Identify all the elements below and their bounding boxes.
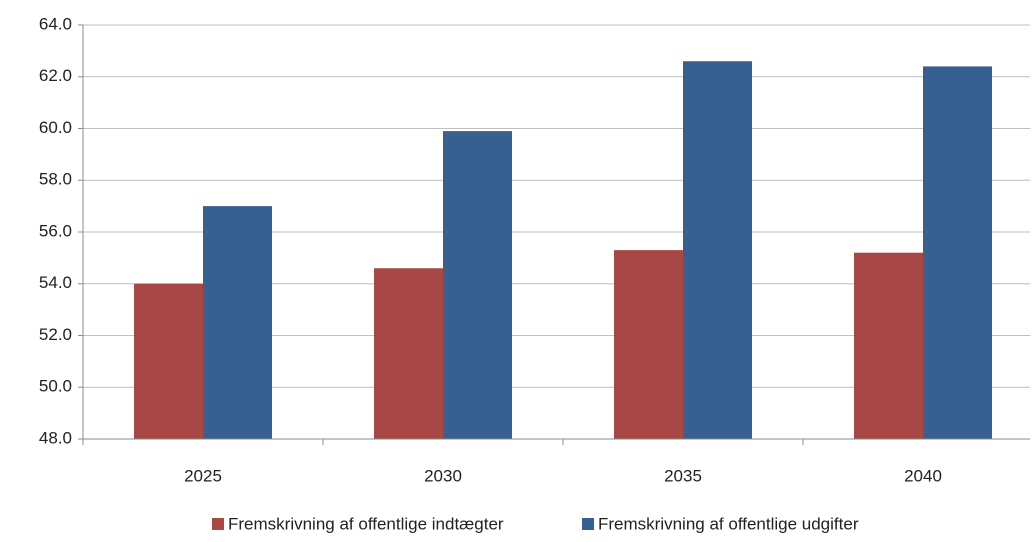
legend-label: Fremskrivning af offentlige udgifter	[598, 514, 859, 533]
bar	[683, 61, 752, 439]
y-tick-label: 62.0	[39, 66, 72, 85]
bar	[854, 252, 923, 439]
x-tick-label: 2030	[424, 466, 462, 485]
bar	[203, 206, 272, 439]
bar	[614, 250, 683, 439]
x-tick-label: 2035	[664, 466, 702, 485]
x-tick-label: 2040	[904, 466, 942, 485]
x-tick-label: 2025	[184, 466, 222, 485]
bar	[134, 283, 203, 439]
legend-label: Fremskrivning af offentlige indtægter	[228, 514, 504, 533]
y-tick-label: 58.0	[39, 170, 72, 189]
y-tick-label: 60.0	[39, 118, 72, 137]
bar	[923, 66, 992, 440]
y-tick-label: 54.0	[39, 273, 72, 292]
y-tick-label: 64.0	[39, 14, 72, 33]
y-tick-label: 56.0	[39, 221, 72, 240]
legend-swatch	[212, 518, 224, 530]
legend-swatch	[582, 518, 594, 530]
bar	[374, 268, 443, 439]
y-tick-label: 52.0	[39, 325, 72, 344]
y-tick-label: 50.0	[39, 377, 72, 396]
bar	[443, 131, 512, 439]
y-tick-label: 48.0	[39, 428, 72, 447]
